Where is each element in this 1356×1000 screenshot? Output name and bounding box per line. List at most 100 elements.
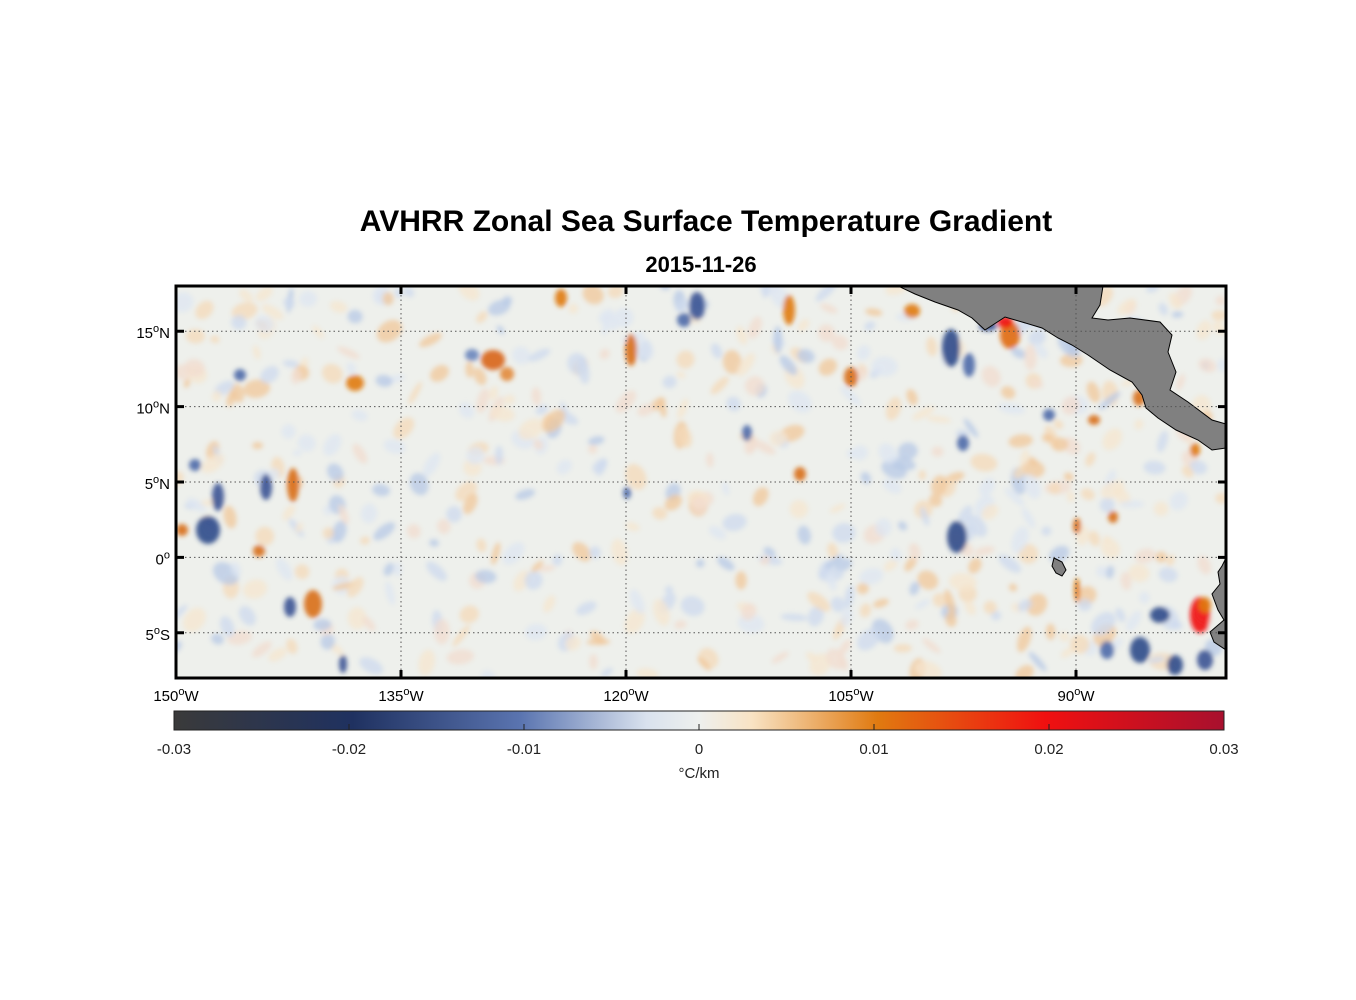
- field-texture: [890, 548, 902, 562]
- field-texture: [261, 304, 284, 320]
- field-texture: [1128, 564, 1150, 582]
- field-texture: [210, 335, 220, 344]
- field-texture: [1198, 358, 1217, 373]
- field-texture: [905, 619, 919, 630]
- field-texture: [556, 459, 572, 475]
- field-texture: [503, 394, 515, 405]
- field-texture: [446, 506, 462, 523]
- field-texture: [1196, 320, 1212, 340]
- field-texture: [957, 505, 973, 527]
- field-texture: [979, 478, 995, 497]
- field-texture: [780, 613, 808, 622]
- field-texture: [897, 521, 908, 531]
- field-texture: [1176, 374, 1185, 391]
- lon-tick-hemisphere: W: [1080, 688, 1095, 705]
- field-texture: [864, 321, 876, 331]
- field-texture: [243, 579, 268, 599]
- field-texture: [312, 325, 324, 339]
- field-texture: [931, 446, 944, 457]
- field-anomaly: [904, 304, 920, 318]
- field-texture: [929, 493, 943, 507]
- field-anomaly: [253, 545, 265, 557]
- field-texture: [878, 443, 898, 464]
- field-texture: [297, 434, 316, 452]
- field-texture: [769, 430, 788, 446]
- field-texture: [347, 607, 367, 630]
- field-texture: [1211, 310, 1226, 321]
- field-texture: [560, 402, 568, 418]
- field-texture: [630, 589, 645, 614]
- degree-mark: o: [628, 686, 634, 698]
- lat-tick-hemisphere: N: [159, 401, 170, 418]
- field-texture: [856, 345, 871, 361]
- field-texture: [1029, 378, 1044, 389]
- field-anomaly: [189, 459, 201, 471]
- lon-tick-hemisphere: W: [409, 688, 424, 705]
- field-texture: [1058, 631, 1070, 642]
- field-texture: [735, 571, 747, 590]
- field-texture: [677, 426, 693, 448]
- field-texture: [873, 598, 889, 608]
- field-texture: [458, 402, 475, 419]
- field-texture: [1143, 460, 1166, 475]
- field-texture: [974, 546, 995, 556]
- field-texture: [376, 319, 403, 343]
- colorbar-tick-label: 0: [695, 741, 703, 758]
- field-texture: [824, 554, 843, 569]
- land-masses: [897, 286, 1226, 651]
- field-texture: [748, 316, 762, 339]
- field-texture: [1041, 433, 1054, 443]
- lat-tick-label: 0o: [156, 549, 170, 568]
- field-texture: [320, 633, 335, 650]
- field-texture: [565, 635, 581, 651]
- colorbar-tick-label: 0.01: [859, 741, 888, 758]
- lon-tick-label: 120oW: [603, 686, 649, 705]
- field-texture: [722, 513, 747, 532]
- field-texture: [488, 299, 511, 316]
- field-texture: [856, 582, 869, 595]
- field-texture: [255, 315, 274, 333]
- field-texture: [771, 651, 789, 664]
- field-texture: [983, 600, 997, 614]
- field-anomaly: [1088, 415, 1100, 425]
- map-title: AVHRR Zonal Sea Surface Temperature Grad…: [359, 205, 1053, 238]
- field-texture: [385, 581, 395, 606]
- field-texture: [321, 363, 343, 384]
- field-texture: [1061, 396, 1080, 415]
- field-texture: [1008, 434, 1033, 448]
- field-anomaly: [284, 597, 296, 617]
- field-texture: [722, 350, 742, 375]
- field-texture: [528, 348, 551, 362]
- field-anomaly: [234, 369, 246, 381]
- field-texture: [183, 378, 191, 388]
- field-texture: [915, 599, 930, 610]
- field-texture: [1085, 452, 1096, 467]
- field-texture: [351, 410, 368, 421]
- lat-tick-hemisphere: S: [160, 627, 170, 644]
- field-texture: [1033, 342, 1048, 359]
- field-texture: [1077, 598, 1092, 612]
- field-texture: [740, 603, 757, 621]
- field-texture: [871, 356, 898, 377]
- field-texture: [1181, 465, 1194, 478]
- field-texture: [680, 596, 705, 617]
- field-texture: [220, 616, 235, 638]
- colorbar-tick-label: -0.01: [507, 741, 541, 758]
- field-texture: [981, 365, 1001, 387]
- degree-mark: o: [853, 686, 859, 698]
- degree-mark: o: [153, 399, 159, 411]
- field-texture: [664, 494, 682, 511]
- field-texture: [458, 286, 480, 301]
- field-texture: [588, 444, 598, 454]
- field-texture: [375, 374, 393, 387]
- field-texture: [710, 343, 723, 359]
- field-texture: [918, 470, 927, 481]
- field-texture: [1099, 497, 1115, 513]
- field-texture: [1021, 507, 1036, 529]
- field-texture: [238, 606, 256, 626]
- field-texture: [788, 390, 812, 413]
- field-anomaly: [677, 313, 691, 327]
- field-texture: [352, 443, 368, 464]
- field-texture: [752, 439, 776, 455]
- field-texture: [577, 357, 590, 384]
